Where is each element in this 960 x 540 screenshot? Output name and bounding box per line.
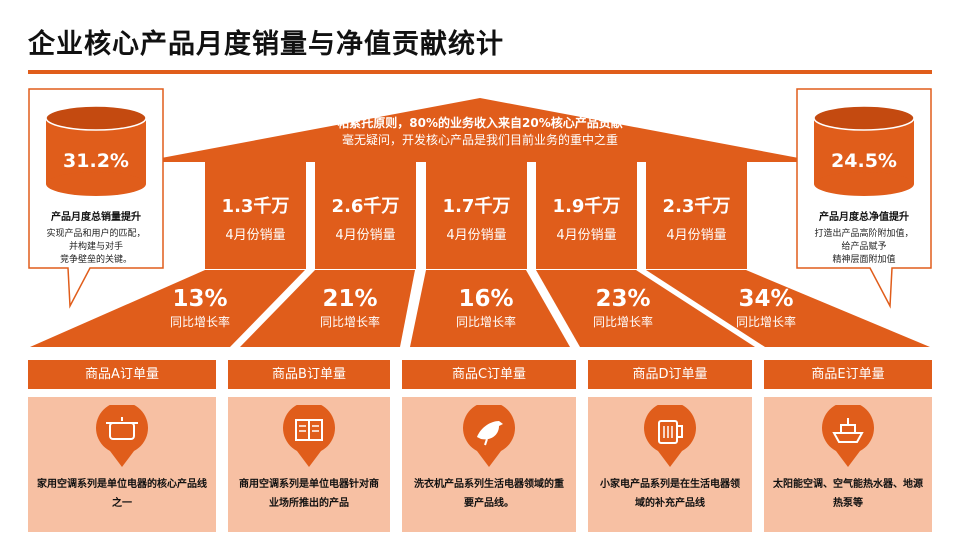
sales-label: 4月份销量 xyxy=(666,228,727,243)
product-card-c: 洗衣机产品系列生活电器领域的重要产品线。 xyxy=(402,397,576,532)
pot-icon xyxy=(96,405,148,467)
growth-band-c xyxy=(410,270,570,347)
right-cylinder-icon xyxy=(813,105,915,196)
product-header-c: 商品C订单量 xyxy=(402,360,576,389)
roof-triangle xyxy=(140,98,820,162)
growth-b: 21% 同比增长率 xyxy=(290,286,410,330)
sales-label: 4月份销量 xyxy=(446,228,507,243)
growth-c: 16% 同比增长率 xyxy=(426,286,546,330)
product-desc: 家用空调系列是单位电器的核心产品线之一 xyxy=(37,479,207,509)
sales-value: 1.9千万 xyxy=(552,196,621,217)
sales-box-a: 1.3千万 4月份销量 xyxy=(205,162,306,269)
growth-value: 16% xyxy=(458,286,514,312)
sales-box-e: 2.3千万 4月份销量 xyxy=(646,162,747,269)
right-callout-desc: 打造出产品高阶附加值， 给产品赋予 精神层面附加值 xyxy=(814,229,914,265)
sales-box-c: 1.7千万 4月份销量 xyxy=(426,162,527,269)
product-header-b: 商品B订单量 xyxy=(228,360,390,389)
title-divider xyxy=(28,70,932,74)
sales-label: 4月份销量 xyxy=(225,228,286,243)
growth-label: 同比增长率 xyxy=(592,315,653,329)
sales-label: 4月份销量 xyxy=(335,228,396,243)
product-desc: 太阳能空调、空气能热水器、地源热泵等 xyxy=(773,479,923,509)
sales-value: 1.3千万 xyxy=(221,196,290,217)
sales-label: 4月份销量 xyxy=(556,228,617,243)
growth-d: 23% 同比增长率 xyxy=(563,286,683,330)
sales-value: 2.3千万 xyxy=(662,196,731,217)
growth-label: 同比增长率 xyxy=(735,315,796,329)
right-callout-percent: 24.5% xyxy=(831,150,897,172)
product-card-b: 商用空调系列是单位电器针对商业场所推出的产品 xyxy=(228,397,390,532)
roof-headline: 帕累托原则，80%的业务收入来自20%核心产品贡献 xyxy=(337,116,623,130)
growth-band-d xyxy=(536,270,755,347)
product-header-e: 商品E订单量 xyxy=(764,360,932,389)
sales-value: 2.6千万 xyxy=(331,196,400,217)
growth-value: 21% xyxy=(322,286,378,312)
right-callout-title: 产品月度总净值提升 xyxy=(819,212,909,223)
growth-band-b xyxy=(240,270,415,347)
growth-label: 同比增长率 xyxy=(319,315,380,329)
growth-label: 同比增长率 xyxy=(169,315,230,329)
product-card-a: 家用空调系列是单位电器的核心产品线之一 xyxy=(28,397,216,532)
sales-box-d: 1.9千万 4月份销量 xyxy=(536,162,637,269)
product-desc: 洗衣机产品系列生活电器领域的重要产品线。 xyxy=(414,479,564,509)
growth-value: 13% xyxy=(172,286,228,312)
growth-band-e xyxy=(646,270,930,347)
beer-mug-icon xyxy=(644,405,696,467)
product-card-d: 小家电产品系列是在生活电器领域的补充产品线 xyxy=(588,397,752,532)
left-callout-desc: 实现产品和用户的匹配， 并构建与对手 竞争壁垒的关键。 xyxy=(46,229,146,265)
left-callout-title: 产品月度总销量提升 xyxy=(51,212,141,223)
ship-icon xyxy=(822,405,874,467)
growth-e: 34% 同比增长率 xyxy=(706,286,826,330)
growth-label: 同比增长率 xyxy=(455,315,516,329)
growth-a: 13% 同比增长率 xyxy=(140,286,260,330)
sales-box-b: 2.6千万 4月份销量 xyxy=(315,162,416,269)
product-desc: 商用空调系列是单位电器针对商业场所推出的产品 xyxy=(239,479,379,509)
roof-subline: 毫无疑问，开发核心产品是我们目前业务的重中之重 xyxy=(341,133,618,147)
product-header-a: 商品A订单量 xyxy=(28,360,216,389)
book-icon xyxy=(283,405,335,467)
product-header-d: 商品D订单量 xyxy=(588,360,752,389)
sales-value: 1.7千万 xyxy=(442,196,511,217)
growth-value: 34% xyxy=(738,286,794,312)
bird-icon xyxy=(463,405,515,467)
page-title: 企业核心产品月度销量与净值贡献统计 xyxy=(28,29,504,60)
product-desc: 小家电产品系列是在生活电器领域的补充产品线 xyxy=(600,479,740,509)
left-cylinder-icon xyxy=(45,105,147,196)
left-callout-percent: 31.2% xyxy=(63,150,129,172)
growth-value: 23% xyxy=(595,286,651,312)
product-card-e: 太阳能空调、空气能热水器、地源热泵等 xyxy=(764,397,932,532)
growth-band-a xyxy=(30,270,305,347)
